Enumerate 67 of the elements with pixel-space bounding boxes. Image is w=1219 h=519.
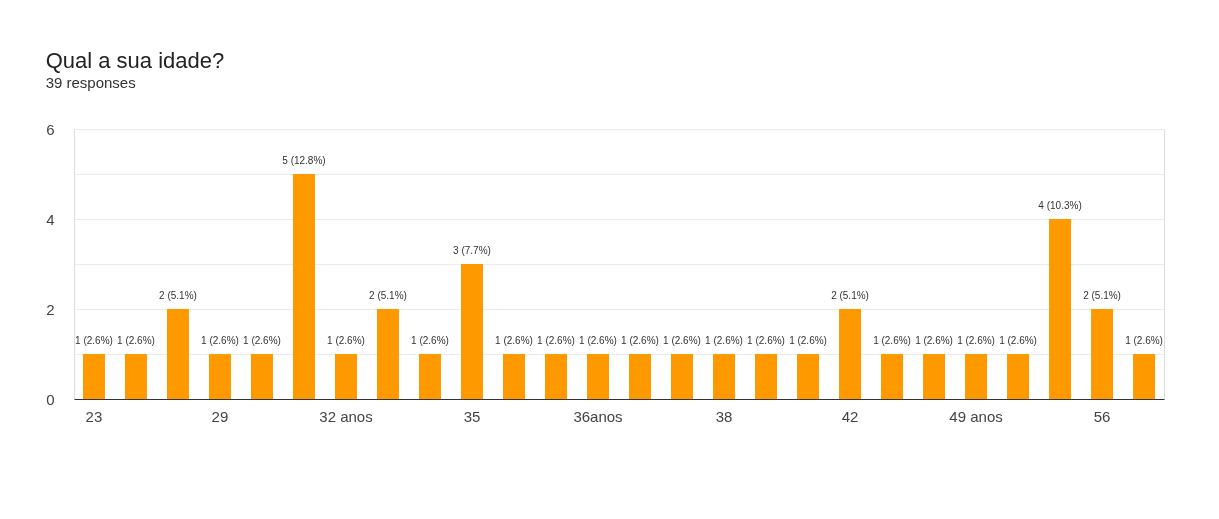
data-label: 2 (5.1%) <box>369 290 407 301</box>
data-label: 1 (2.6%) <box>117 335 155 346</box>
data-label: 1 (2.6%) <box>621 335 659 346</box>
x-tick-label: 36anos <box>573 407 623 425</box>
data-label: 1 (2.6%) <box>1125 335 1163 346</box>
bar <box>82 354 105 399</box>
x-tick-label: 32 anos <box>319 407 373 425</box>
bar <box>839 309 862 399</box>
data-label: 2 (5.1%) <box>831 290 869 301</box>
bar <box>1133 354 1156 399</box>
data-label: 1 (2.6%) <box>411 335 449 346</box>
x-tick-label: 42 <box>841 407 859 425</box>
data-label: 1 (2.6%) <box>327 335 365 346</box>
y-tick-label: 2 <box>46 300 55 318</box>
data-label: 1 (2.6%) <box>789 335 827 346</box>
bar <box>250 354 273 399</box>
bar <box>460 264 483 399</box>
bar <box>376 309 399 399</box>
data-label: 1 (2.6%) <box>999 335 1037 346</box>
y-tick-label: 4 <box>46 210 55 228</box>
data-label: 1 (2.6%) <box>243 335 281 346</box>
data-label: 1 (2.6%) <box>495 335 533 346</box>
y-tick-label: 6 <box>46 120 55 138</box>
bar <box>881 354 904 399</box>
bar <box>629 354 651 399</box>
bar <box>544 354 567 399</box>
bar <box>502 354 525 399</box>
bar <box>1091 309 1114 399</box>
bar <box>166 309 189 399</box>
data-label: 1 (2.6%) <box>747 335 785 346</box>
data-label: 1 (2.6%) <box>957 335 995 346</box>
data-label: 1 (2.6%) <box>705 335 743 346</box>
data-label: 1 (2.6%) <box>579 335 617 346</box>
bar <box>124 354 147 399</box>
data-label: 4 (10.3%) <box>1038 200 1082 211</box>
data-label: 1 (2.6%) <box>75 335 113 346</box>
data-label: 2 (5.1%) <box>159 290 197 301</box>
x-tick-label: 23 <box>85 407 103 425</box>
bar <box>923 354 946 399</box>
chart-subtitle: 39 responses <box>45 74 136 91</box>
x-tick-label: 38 <box>715 407 733 425</box>
bar <box>1049 219 1072 399</box>
data-label: 1 (2.6%) <box>201 335 239 346</box>
x-tick-label: 29 <box>211 407 229 425</box>
data-label: 5 (12.8%) <box>282 155 326 166</box>
bar <box>671 354 694 399</box>
bar <box>797 354 820 399</box>
x-tick-label: 56 <box>1093 407 1111 425</box>
bar <box>587 354 609 399</box>
bar <box>208 354 231 399</box>
data-label: 1 (2.6%) <box>873 335 911 346</box>
x-tick-label: 49 anos <box>949 407 1003 425</box>
data-label: 3 (7.7%) <box>453 245 491 256</box>
y-tick-label: 0 <box>46 390 55 408</box>
bar <box>755 354 778 399</box>
bar <box>965 354 988 399</box>
bar <box>292 174 315 399</box>
data-label: 2 (5.1%) <box>1083 290 1121 301</box>
data-label: 1 (2.6%) <box>663 335 701 346</box>
chart-title: Qual a sua idade? <box>45 48 225 73</box>
bar <box>418 354 441 399</box>
data-label: 1 (2.6%) <box>915 335 953 346</box>
bar <box>1007 354 1030 399</box>
data-label: 1 (2.6%) <box>537 335 575 346</box>
bar <box>334 354 357 399</box>
bar <box>713 354 736 399</box>
x-tick-label: 35 <box>463 407 481 425</box>
